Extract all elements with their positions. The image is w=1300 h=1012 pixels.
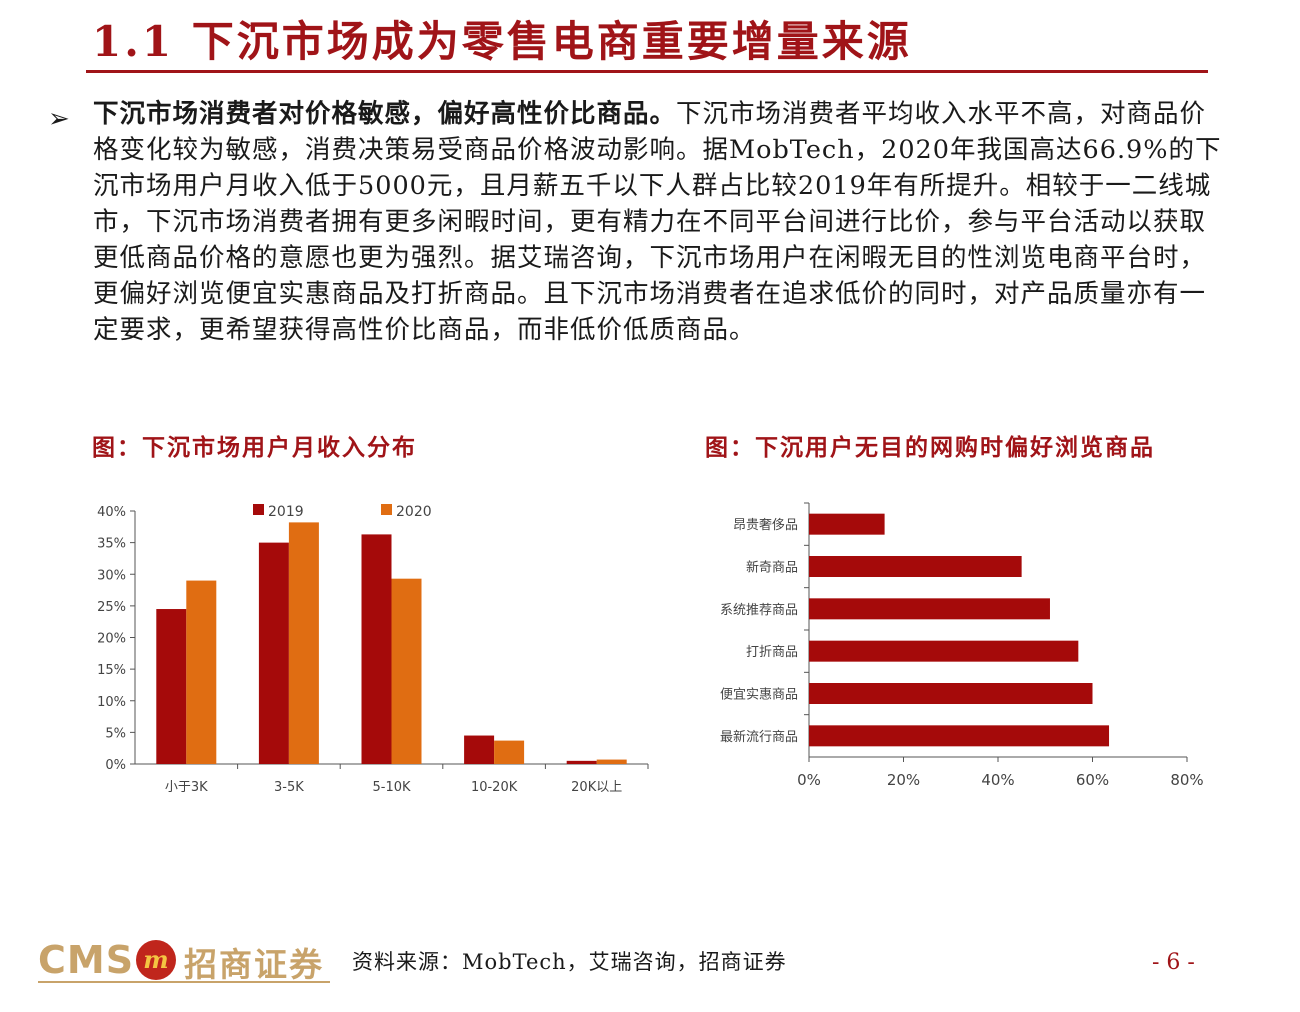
page-title: 1.1 下沉市场成为零售电商重要增量来源 — [92, 17, 912, 66]
y-tick-label: 打折商品 — [746, 645, 798, 660]
bar — [809, 725, 1110, 747]
x-tick-label: 40% — [981, 771, 1014, 789]
left-figure-title: 图：下沉市场用户月收入分布 — [92, 434, 417, 461]
title-divider — [86, 70, 1208, 73]
y-tick-label: 便宜实惠商品 — [720, 688, 798, 703]
legend-swatch — [253, 504, 264, 515]
source-note: 资料来源：MobTech，艾瑞咨询，招商证券 — [352, 950, 787, 974]
x-tick-label: 60% — [1076, 771, 1109, 789]
y-tick-label: 5% — [105, 726, 126, 741]
bar — [809, 513, 885, 535]
bar-2020 — [596, 759, 627, 764]
cms-logo: CMS m 招商证券 — [38, 936, 338, 986]
x-tick-label: 80% — [1170, 771, 1203, 789]
x-tick-label: 3-5K — [274, 780, 304, 795]
x-tick-label: 20% — [887, 771, 920, 789]
bullet-lead: 下沉市场消费者对价格敏感，偏好高性价比商品。 — [93, 99, 677, 129]
bar-2020 — [494, 740, 525, 764]
logo-underline — [38, 981, 330, 983]
bar-2020 — [186, 580, 217, 764]
legend-swatch — [381, 504, 392, 515]
bullet-text: 下沉市场消费者平均收入水平不高，对商品价格变化较为敏感，消费决策易受商品价格波动… — [93, 99, 1222, 345]
bar-2020 — [288, 522, 319, 764]
y-tick-label: 30% — [97, 568, 126, 583]
legend-label: 2020 — [396, 504, 432, 520]
x-tick-label: 20K以上 — [571, 780, 622, 795]
y-tick-label: 20% — [97, 632, 126, 647]
browsing-preference-chart: 0% 20% 40% 60% 80% 昂贵奢侈品新奇商品系统推荐商品打折商品便宜实惠商品最… — [720, 502, 1204, 789]
bar — [809, 598, 1050, 620]
bullet-arrow-icon: ➢ — [48, 104, 70, 134]
y-tick-label: 新奇商品 — [746, 560, 798, 576]
y-tick-label: 15% — [97, 663, 126, 678]
bar-2019 — [156, 609, 187, 764]
x-tick-label: 0% — [797, 771, 821, 789]
bar-2019 — [361, 534, 392, 764]
y-tick-label: 昂贵奢侈品 — [733, 518, 798, 533]
income-distribution-chart: 0% 5% 10% 15% 20% 25% 30% 35% 40% 小于3K 3-5K 5-10K 10… — [97, 504, 649, 795]
x-tick-label: 10-20K — [471, 780, 518, 795]
bar — [809, 556, 1022, 577]
legend-label: 2019 — [268, 504, 304, 520]
y-tick-label: 35% — [97, 537, 126, 552]
y-tick-label: 10% — [97, 695, 126, 710]
y-tick-label: 系统推荐商品 — [720, 603, 798, 618]
x-tick-label: 5-10K — [372, 780, 411, 795]
y-tick-label: 最新流行商品 — [720, 729, 798, 745]
x-tick-label: 小于3K — [165, 780, 208, 795]
bar — [809, 683, 1093, 704]
bullet-paragraph: 下沉市场消费者对价格敏感，偏好高性价比商品。下沉市场消费者平均收入水平不高，对商… — [93, 96, 1228, 348]
bar-2019 — [566, 760, 597, 764]
y-tick-label: 0% — [105, 758, 126, 773]
logo-chinese: 招商证券 — [184, 945, 324, 984]
bar — [809, 640, 1079, 662]
bar-2019 — [258, 542, 289, 764]
logo-english: CMS — [38, 938, 135, 982]
y-tick-label: 25% — [97, 600, 126, 615]
page-number: - 6 - — [1152, 950, 1195, 975]
logo-mark-icon: m — [136, 940, 176, 980]
right-figure-title: 图：下沉用户无目的网购时偏好浏览商品 — [705, 434, 1155, 461]
bar-2019 — [464, 735, 495, 764]
bar-2020 — [391, 578, 422, 764]
y-tick-label: 40% — [97, 505, 126, 520]
